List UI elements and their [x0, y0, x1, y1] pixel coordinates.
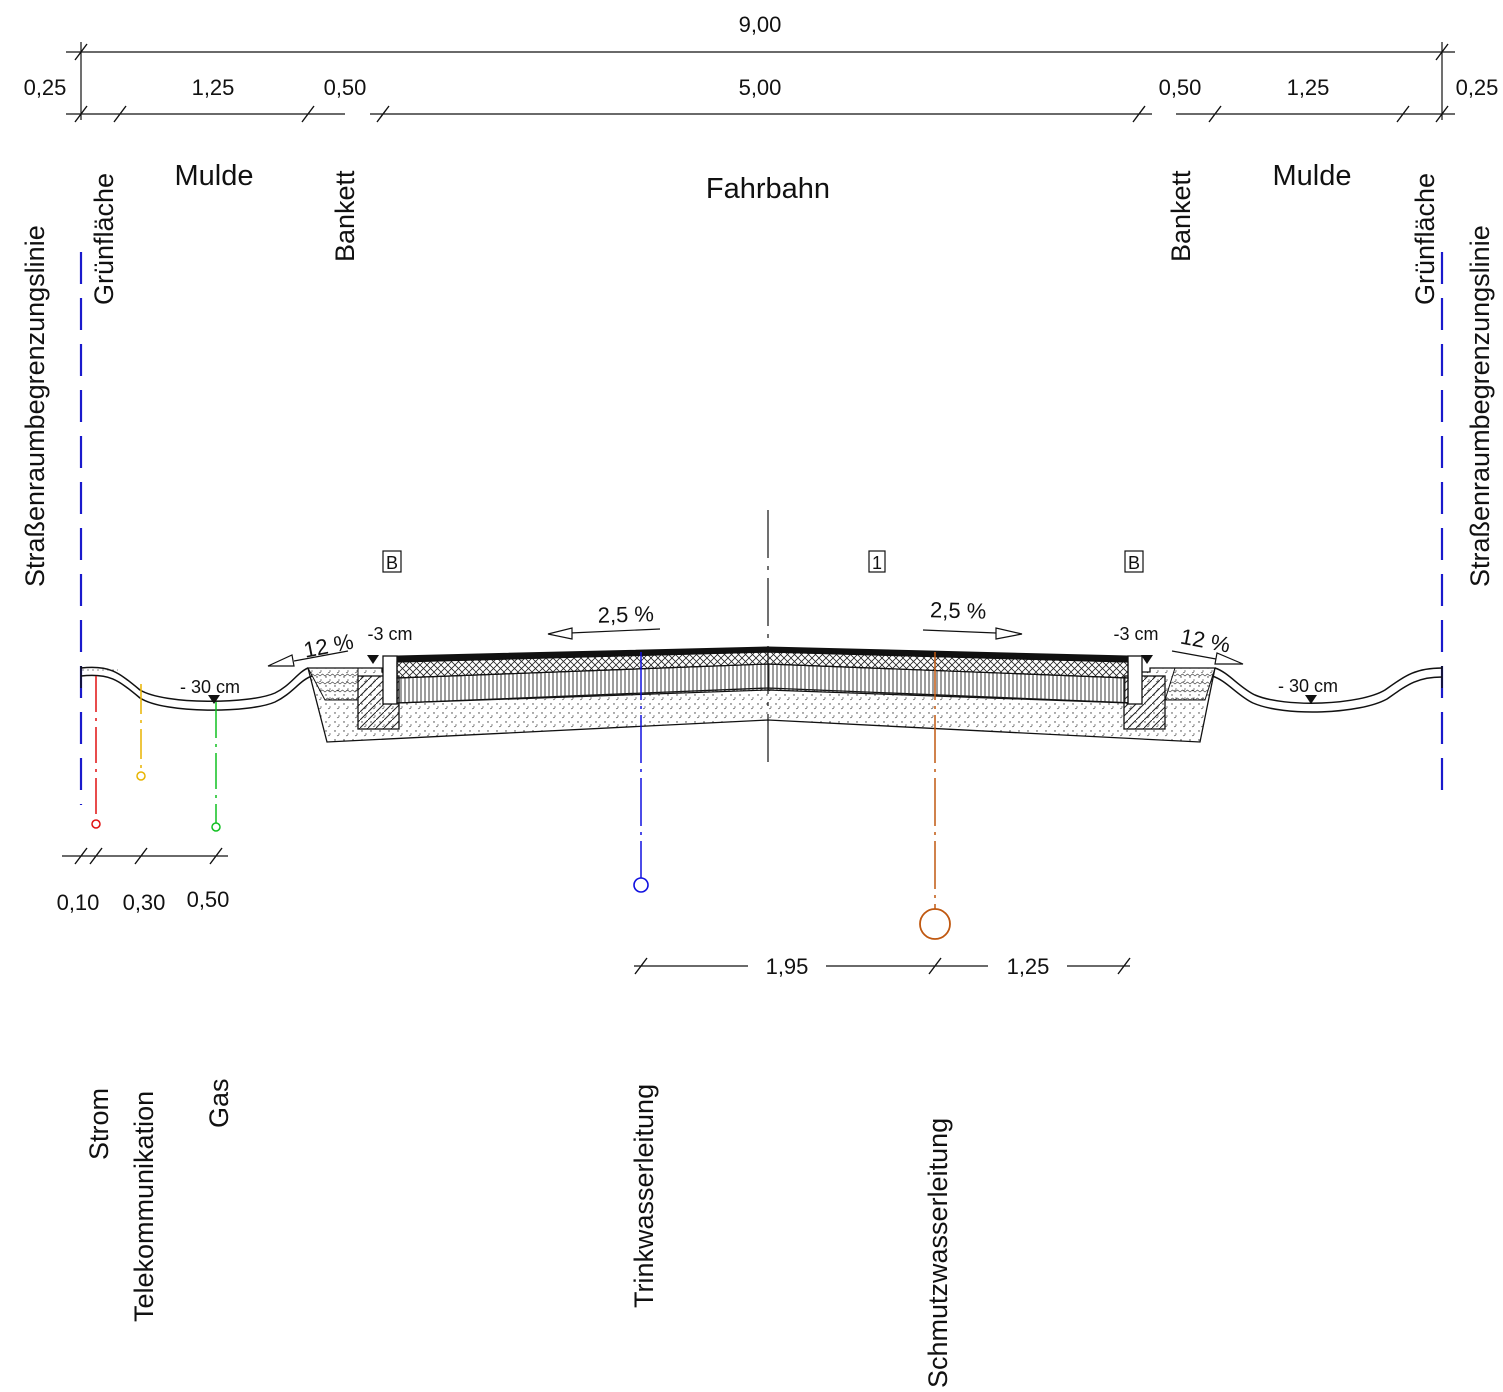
slope-left-bankett: 12 %	[302, 629, 356, 663]
label-fahrbahn: Fahrbahn	[706, 173, 830, 205]
edge-stone-right	[1127, 655, 1143, 705]
top-dimension-segments: 0,25 1,25 0,50 5,00 0,50 1,25 0,25	[24, 75, 1499, 123]
svg-text:B: B	[1128, 553, 1140, 573]
mulde-triangle-left	[208, 695, 220, 704]
mulde-depth-right: - 30 cm	[1278, 676, 1338, 696]
label-trinkwasser: Trinkwasserleitung	[629, 1084, 659, 1308]
dim-gas: 0,50	[187, 887, 230, 912]
slope-arrow-right-bankett	[1171, 650, 1244, 665]
ditch-right	[1211, 666, 1443, 713]
utility-gas	[211, 702, 221, 832]
label-boundary-right: Straßenraumbegrenzungslinie	[1465, 225, 1495, 587]
edge-depth-right: -3 cm	[1114, 624, 1159, 644]
utility-schmutzwasser	[919, 652, 951, 940]
dim-left-bankett: 0,50	[324, 75, 367, 100]
svg-text:B: B	[386, 553, 398, 573]
utility-telekom	[136, 684, 146, 781]
dim-left-mulde: 1,25	[192, 75, 235, 100]
mulde-depth-left: - 30 cm	[180, 677, 240, 697]
slope-right-bankett: 12 %	[1178, 624, 1232, 658]
dim-telekom: 0,30	[123, 890, 166, 915]
dim-left-margin: 0,25	[24, 75, 67, 100]
dim-right-bankett: 0,50	[1159, 75, 1202, 100]
label-gruenflaeche-right: Grünfläche	[1410, 173, 1440, 305]
label-bankett-left: Bankett	[330, 170, 360, 262]
svg-text:1: 1	[872, 553, 882, 573]
label-gas: Gas	[204, 1078, 234, 1128]
bankett-fill-right	[1164, 667, 1216, 701]
dim-right-mulde: 1,25	[1287, 75, 1330, 100]
edge-triangle-right	[1141, 655, 1153, 664]
label-telekom: Telekommunikation	[129, 1091, 159, 1322]
slope-arrow-left-fahrbahn	[547, 627, 661, 640]
edge-stone-left	[382, 655, 398, 705]
label-gruenflaeche-left: Grünfläche	[89, 173, 119, 305]
slope-right-fahrbahn: 2,5 %	[930, 597, 987, 623]
bottom-right-dimensions: 1,95 1,25	[634, 954, 1131, 979]
edge-depth-left: -3 cm	[368, 624, 413, 644]
utility-trinkwasser	[633, 652, 649, 893]
dim-total: 9,00	[739, 12, 782, 37]
label-schmutzwasser: Schmutzwasserleitung	[923, 1118, 953, 1388]
edge-triangle-left	[367, 655, 379, 664]
label-mulde-left: Mulde	[175, 160, 254, 192]
dim-right-margin: 0,25	[1456, 75, 1499, 100]
road-structure	[307, 646, 1216, 743]
utility-strom	[91, 676, 101, 829]
slope-arrow-left-bankett	[267, 650, 349, 667]
marker-b-right: B	[1124, 550, 1144, 573]
label-strom: Strom	[84, 1088, 114, 1160]
surface-course	[396, 646, 1129, 663]
dim-trink-to-schmutz: 1,95	[766, 954, 809, 979]
dim-schmutz-to-edge: 1,25	[1007, 954, 1050, 979]
ditch-left	[80, 666, 313, 711]
label-bankett-right: Bankett	[1166, 170, 1196, 262]
slope-left-fahrbahn: 2,5 %	[597, 601, 654, 627]
bottom-left-dimensions: 0,10 0,30 0,50	[57, 847, 230, 915]
dim-strom: 0,10	[57, 890, 100, 915]
mulde-triangle-right	[1305, 695, 1317, 704]
label-boundary-left: Straßenraumbegrenzungslinie	[20, 225, 50, 587]
top-dimension-total: 9,00	[66, 12, 1455, 120]
label-mulde-right: Mulde	[1273, 160, 1352, 192]
marker-one: 1	[868, 550, 886, 573]
marker-b-left: B	[382, 550, 402, 573]
slope-arrow-right-fahrbahn	[922, 627, 1023, 640]
dim-fahrbahn: 5,00	[739, 75, 782, 100]
